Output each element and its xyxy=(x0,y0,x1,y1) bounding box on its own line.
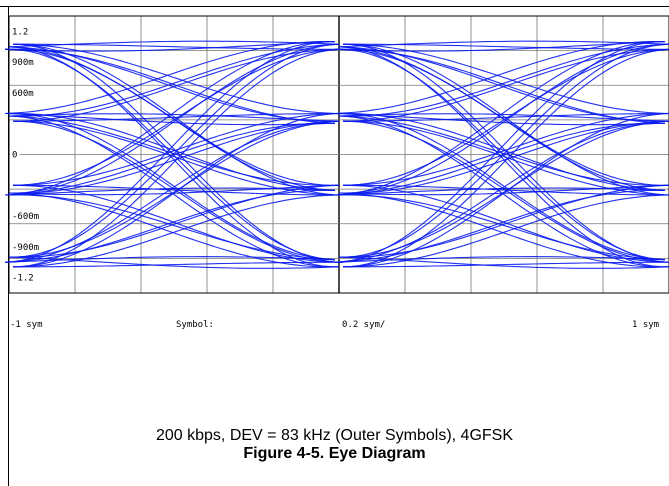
y-tick-label: 0 xyxy=(12,151,17,161)
eye-trace xyxy=(334,48,666,124)
eye-trace xyxy=(12,43,344,115)
y-tick-labels: 1.2 900m 600m 0 -600m -900m -1.2 xyxy=(10,26,42,284)
x-left-label: -1 sym xyxy=(10,320,43,330)
eye-trace xyxy=(4,41,335,196)
eye-trace xyxy=(5,48,336,191)
y-tick-bg xyxy=(10,211,42,222)
y-tick-bg xyxy=(10,149,20,160)
eye-trace xyxy=(342,48,669,268)
eye-trace xyxy=(338,192,669,268)
eye-trace xyxy=(4,112,336,261)
eye-trace xyxy=(334,194,666,261)
y-tick-label: 900m xyxy=(12,58,34,68)
eye-trace xyxy=(4,189,336,263)
eye-trace xyxy=(9,43,340,194)
eye-trace xyxy=(334,48,666,261)
eye-trace xyxy=(334,41,666,52)
eye-trace xyxy=(13,43,343,50)
eye-trace xyxy=(342,194,669,268)
y-tick-label: -1.2 xyxy=(12,274,34,284)
eye-trace xyxy=(8,192,340,268)
eye-trace xyxy=(4,41,336,52)
eye-trace xyxy=(4,122,335,263)
eye-trace xyxy=(4,48,336,124)
eye-trace xyxy=(342,43,669,115)
eye-trace xyxy=(334,187,666,196)
eye-trace xyxy=(338,43,669,258)
eye-trace xyxy=(12,194,344,268)
eye-trace xyxy=(343,43,669,50)
eye-trace xyxy=(4,48,336,261)
eye-trace xyxy=(334,41,665,196)
eye-traces xyxy=(4,40,669,269)
eye-trace xyxy=(338,184,669,258)
y-tick-bg xyxy=(10,87,37,98)
eye-trace xyxy=(334,112,666,261)
page-frame-top xyxy=(0,6,669,7)
eye-trace xyxy=(12,48,344,268)
eye-trace xyxy=(8,43,340,258)
eye-trace xyxy=(334,189,666,263)
eye-trace xyxy=(12,184,344,263)
eye-trace xyxy=(338,43,669,117)
y-tick-label: -900m xyxy=(12,243,39,253)
eye-trace xyxy=(4,40,336,115)
x-axis-label: Symbol: xyxy=(176,320,214,330)
x-scale-label: 0.2 sym/ xyxy=(342,320,385,330)
eye-trace xyxy=(13,261,343,268)
eye-trace xyxy=(335,48,666,191)
y-tick-label: 1.2 xyxy=(12,27,28,37)
y-tick-label: -600m xyxy=(12,212,39,222)
eye-trace xyxy=(334,256,666,263)
x-right-label: 1 sym xyxy=(632,320,659,330)
y-tick-bg xyxy=(10,57,37,68)
eye-trace xyxy=(339,43,669,194)
eye-trace xyxy=(4,41,336,263)
figure-title: Figure 4-5. Eye Diagram xyxy=(243,445,426,462)
eye-trace xyxy=(8,184,340,258)
eye-trace xyxy=(343,261,669,268)
y-tick-bg xyxy=(10,241,42,252)
eye-trace xyxy=(334,40,666,115)
eye-trace xyxy=(12,112,344,268)
eye-trace xyxy=(4,256,336,263)
x-axis-labels: -1 sym Symbol: 0.2 sym/ 1 sym xyxy=(10,320,659,330)
eye-trace xyxy=(4,187,336,196)
eye-trace xyxy=(334,122,665,263)
y-tick-bg xyxy=(10,272,37,283)
eye-trace xyxy=(342,113,669,268)
eye-trace xyxy=(334,41,666,263)
eye-diagram-svg: 1.2 900m 600m 0 -600m -900m -1.2 -1 sym Symbol… xyxy=(4,15,669,330)
y-tick-bg xyxy=(10,26,31,37)
eye-trace xyxy=(4,194,336,261)
y-tick-label: 600m xyxy=(12,89,34,99)
eye-trace xyxy=(342,184,669,263)
eye-trace xyxy=(342,120,669,263)
chart-caption: 200 kbps, DEV = 83 kHz (Outer Symbols), … xyxy=(155,427,514,444)
eye-diagram-chart: 1.2 900m 600m 0 -600m -900m -1.2 -1 sym Symbol… xyxy=(4,15,669,330)
plot-border xyxy=(8,15,669,294)
eye-trace xyxy=(8,43,340,117)
eye-trace xyxy=(12,120,344,263)
